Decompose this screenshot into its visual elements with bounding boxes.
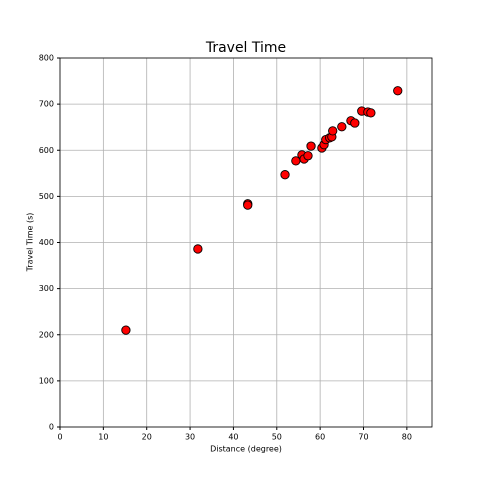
x-tick-label: 30	[185, 433, 195, 442]
y-tick-label: 800	[39, 54, 54, 63]
point	[337, 122, 347, 132]
x-tick-label: 70	[358, 433, 368, 442]
y-tick-label: 600	[39, 146, 54, 155]
point	[121, 325, 131, 335]
point	[193, 244, 203, 254]
y-tick-label: 100	[39, 376, 54, 385]
point	[328, 126, 338, 136]
x-tick-label: 20	[142, 433, 152, 442]
point	[350, 118, 360, 128]
plot-frame	[59, 57, 433, 428]
y-tick-label: 0	[49, 423, 54, 432]
x-tick-label: 60	[315, 433, 325, 442]
point	[366, 108, 376, 118]
x-axis-label: Distance (degree)	[210, 445, 282, 454]
chart-title: Travel Time	[205, 40, 286, 56]
y-axis-label: Travel Time (s)	[26, 213, 35, 273]
y-tick-label: 300	[39, 284, 54, 293]
x-tick-label: 50	[272, 433, 282, 442]
x-tick-label: 40	[228, 433, 238, 442]
point	[280, 170, 290, 180]
x-tick-label: 0	[57, 433, 62, 442]
y-tick-label: 200	[39, 330, 54, 339]
y-tick-label: 700	[39, 100, 54, 109]
y-tick-label: 500	[39, 192, 54, 201]
point	[243, 200, 253, 210]
point	[303, 151, 313, 161]
x-tick-label: 80	[402, 433, 412, 442]
x-tick-label: 10	[98, 433, 108, 442]
point	[393, 86, 403, 96]
point	[306, 141, 316, 151]
y-tick-label: 400	[39, 238, 54, 247]
